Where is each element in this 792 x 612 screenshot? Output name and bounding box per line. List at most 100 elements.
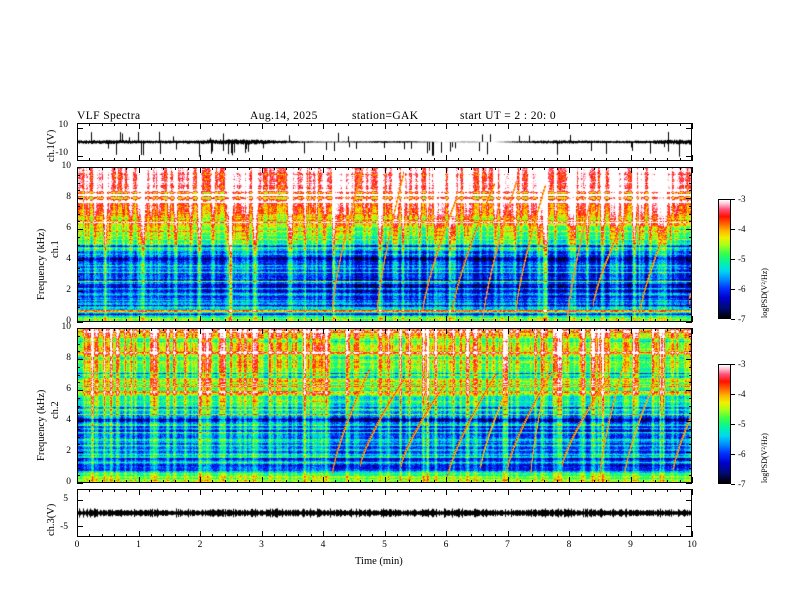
x-tick <box>187 489 189 492</box>
x-tick <box>113 480 115 483</box>
ch1-y-tick <box>77 221 80 223</box>
x-tick <box>581 328 583 331</box>
x-tick <box>630 167 632 173</box>
x-tick <box>532 534 534 537</box>
x-tick <box>335 167 337 170</box>
x-tick <box>569 167 570 173</box>
ch3w-y-tick <box>686 499 692 501</box>
x-tick <box>421 123 423 126</box>
x-tick <box>593 319 595 322</box>
ch2-y-tick <box>77 428 80 430</box>
x-tick <box>150 123 152 126</box>
x-tick <box>519 489 521 492</box>
x-tick <box>249 489 251 492</box>
x-tick <box>187 534 189 537</box>
x-tick <box>126 489 128 492</box>
x-tick-label-10: 10 <box>687 540 697 550</box>
x-tick <box>581 123 583 126</box>
ch1-y-tick <box>689 252 692 254</box>
x-tick <box>544 167 546 170</box>
x-tick-label-8: 8 <box>566 540 572 550</box>
x-tick <box>335 328 337 331</box>
ch1-y-tick <box>689 190 692 192</box>
x-tick <box>224 123 226 126</box>
x-tick-label-9: 9 <box>628 540 633 550</box>
x-tick <box>347 319 349 322</box>
ch2-y-tick-label-6: 6 <box>66 384 71 394</box>
ch2-y-tick <box>686 390 692 391</box>
x-tick <box>298 123 300 126</box>
x-tick <box>396 534 398 537</box>
x-tick <box>187 158 189 161</box>
x-tick <box>335 319 337 322</box>
x-tick-label-1: 1 <box>136 540 141 550</box>
ch1-y-tick <box>77 190 80 192</box>
x-tick <box>261 155 263 161</box>
x-tick <box>212 319 214 322</box>
ch1-y-tick <box>77 244 80 246</box>
ch2-y-tick <box>689 459 692 461</box>
x-tick <box>446 316 447 322</box>
x-tick <box>310 319 312 322</box>
ch2-y-tick <box>689 413 692 415</box>
x-tick <box>323 328 324 334</box>
x-tick <box>101 123 103 126</box>
ch1-y-tick <box>77 283 80 285</box>
x-tick <box>384 477 386 483</box>
x-tick <box>630 477 632 483</box>
x-tick <box>126 158 128 161</box>
x-tick <box>532 123 534 126</box>
x-tick <box>273 328 275 331</box>
ch3-ytick-5: 5 <box>63 494 68 504</box>
ch3-waveform-trace <box>78 490 691 536</box>
x-tick <box>618 489 620 492</box>
x-tick <box>77 167 78 173</box>
x-tick <box>286 328 288 331</box>
x-tick <box>359 489 361 492</box>
ch1-y-tick <box>686 167 692 168</box>
x-tick <box>421 489 423 492</box>
x-tick <box>335 158 337 161</box>
x-tick <box>298 489 300 492</box>
x-tick <box>359 123 361 126</box>
x-tick <box>175 167 177 170</box>
ch1-y-tick <box>689 314 692 316</box>
cb1-tick-label-neg3: -3 <box>738 194 746 204</box>
x-tick <box>618 319 620 322</box>
ch2-y-tick <box>77 351 80 353</box>
x-tick <box>470 489 472 492</box>
x-tick <box>249 158 251 161</box>
x-tick <box>261 489 263 495</box>
ch2-y-tick <box>77 374 80 376</box>
ch2-y-tick <box>77 475 80 477</box>
ch3w-y-tick <box>77 526 83 528</box>
colorbar-ch1 <box>718 199 731 319</box>
x-tick <box>593 480 595 483</box>
x-tick <box>605 167 607 170</box>
x-tick <box>175 489 177 492</box>
ch1-y-tick-label-2: 2 <box>66 285 71 295</box>
x-tick <box>581 319 583 322</box>
x-tick <box>482 319 484 322</box>
x-tick <box>163 167 165 170</box>
x-tick <box>150 489 152 492</box>
x-tick <box>236 480 238 483</box>
x-tick <box>495 328 497 331</box>
ch2-y-tick <box>77 343 80 345</box>
x-tick <box>519 480 521 483</box>
x-tick <box>138 328 140 334</box>
x-axis-label: Time (min) <box>355 556 403 567</box>
x-tick <box>618 158 620 161</box>
ch2-y-tick <box>77 366 80 368</box>
x-tick <box>150 167 152 170</box>
ch2-y-tick <box>689 475 692 477</box>
cb1-tick <box>731 259 735 260</box>
x-tick <box>470 480 472 483</box>
x-tick <box>310 534 312 537</box>
x-tick <box>113 158 115 161</box>
ch1-y-tick <box>689 205 692 207</box>
x-tick-label-4: 4 <box>320 540 326 550</box>
x-tick <box>667 123 669 126</box>
x-tick <box>236 489 238 492</box>
x-tick <box>593 534 595 537</box>
